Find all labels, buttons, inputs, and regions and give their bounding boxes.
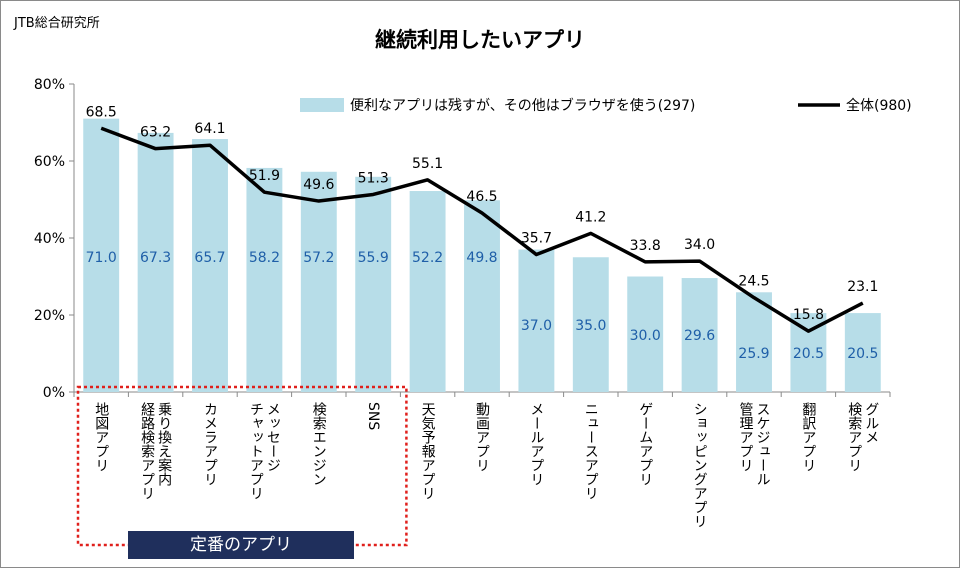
bar	[844, 313, 881, 392]
bar-label: 57.2	[303, 250, 334, 266]
line-label: 24.5	[738, 274, 769, 290]
x-category-label: 動画アプリ	[474, 402, 490, 472]
x-category-label: ゲームアプリ	[637, 402, 653, 486]
legend-line-label: 全体(980)	[846, 97, 912, 114]
x-category-label: 検索アプリ	[846, 402, 862, 472]
bar	[300, 171, 337, 392]
line-label: 46.5	[466, 189, 497, 205]
line-label: 23.1	[847, 279, 878, 295]
legend-bar-swatch	[300, 98, 344, 112]
x-category-label: 検索エンジン	[311, 402, 327, 486]
x-category-label: グルメ	[863, 402, 879, 444]
x-category-label: カメラアプリ	[202, 402, 218, 486]
line-label: 33.8	[630, 238, 661, 254]
x-category-label: ニュースアプリ	[583, 402, 599, 500]
y-tick-label: 40%	[34, 231, 65, 247]
series-line	[100, 126, 864, 333]
x-category-label: 翻訳アプリ	[800, 402, 816, 472]
bar	[137, 132, 174, 392]
bar	[464, 200, 500, 392]
bar	[518, 249, 555, 392]
x-category-label: 管理アプリ	[738, 402, 754, 472]
bar-label: 71.0	[86, 250, 117, 266]
line-label: 34.0	[684, 237, 715, 253]
bar	[736, 292, 772, 392]
group-dotted-box	[76, 385, 408, 547]
chart-title: 継続利用したいアプリ	[375, 28, 585, 52]
x-category-label: 経路検索アプリ	[139, 402, 155, 500]
bar	[572, 257, 609, 392]
line-label: 68.5	[86, 104, 117, 120]
line-label: 49.6	[303, 177, 334, 193]
line-label: 55.1	[412, 156, 443, 172]
bar-label: 30.0	[630, 328, 661, 344]
bar	[627, 276, 664, 392]
bar-label: 35.0	[575, 318, 606, 334]
bar	[409, 191, 446, 392]
x-category-label: メッセージ	[265, 402, 281, 472]
bar	[83, 118, 120, 393]
x-category-label: チャットアプリ	[248, 402, 264, 500]
y-tick-label: 0%	[43, 385, 65, 401]
source-label: JTB総合研究所	[14, 16, 100, 31]
bar-label: 58.2	[249, 250, 280, 266]
bar-label: 67.3	[140, 250, 171, 266]
x-category-label: メールアプリ	[528, 402, 544, 486]
bar-label: 52.2	[412, 250, 443, 266]
bar-label: 20.5	[847, 346, 878, 362]
bar-label: 25.9	[738, 346, 769, 362]
x-category-label: SNS	[365, 402, 381, 430]
y-tick-label: 20%	[34, 308, 65, 324]
bar-label: 49.8	[466, 250, 497, 266]
bar	[355, 176, 392, 392]
line-label: 63.2	[140, 125, 171, 141]
line-label: 35.7	[521, 231, 552, 247]
line-label: 15.8	[793, 307, 824, 323]
y-tick-label: 80%	[34, 77, 65, 93]
bar-label: 29.6	[684, 328, 715, 344]
group-banner: 定番のアプリ	[128, 531, 354, 559]
bar-label: 55.9	[358, 250, 389, 266]
bar-label: 65.7	[194, 250, 225, 266]
x-category-label: 天気予報アプリ	[420, 402, 436, 500]
x-category-label: ショッピングアプリ	[692, 402, 708, 528]
bar	[681, 278, 718, 392]
x-category-label: スケジュール	[755, 402, 771, 486]
bar-label: 20.5	[793, 346, 824, 362]
legend-bar-label: 便利なアプリは残すが、その他はブラウザを使う(297)	[350, 97, 695, 114]
x-category-label: 乗り換え案内	[156, 402, 172, 487]
line-label: 64.1	[194, 121, 225, 137]
y-tick-label: 60%	[34, 154, 65, 170]
x-category-label: 地図アプリ	[93, 402, 109, 472]
line-label: 41.2	[575, 209, 606, 225]
bar	[246, 167, 283, 392]
bar-label: 37.0	[521, 318, 552, 334]
bar	[192, 139, 228, 392]
line-label: 51.9	[249, 168, 280, 184]
line-label: 51.3	[358, 170, 389, 186]
